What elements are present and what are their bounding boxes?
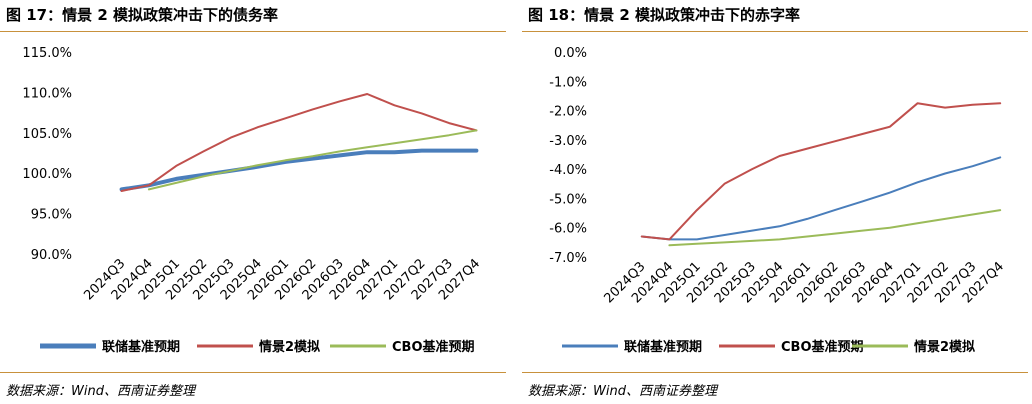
bottom-rule — [0, 372, 506, 373]
y-tick-label: 110.0% — [22, 86, 72, 101]
y-tick-label: 90.0% — [31, 248, 72, 263]
series-line-0 — [119, 148, 479, 192]
series-line-1 — [120, 93, 478, 192]
series-line-0 — [640, 156, 1002, 241]
legend-label: 联储基准预期 — [624, 339, 702, 355]
debt-ratio-chart: 90.0%95.0%100.0%105.0%110.0%115.0%2024Q3… — [22, 46, 483, 355]
series-line-1 — [640, 102, 1002, 241]
data-source: 数据来源：Wind、西南证券整理 — [6, 384, 195, 399]
debt-ratio-panel: 图 17：情景 2 模拟政策冲击下的债务率 90.0% 95.0% 100.0% 10… — [0, 0, 506, 404]
chart-title: 图 18：情景 2 模拟政策冲击下的赤字率 — [528, 6, 800, 24]
series-line-2 — [668, 209, 1002, 247]
chart-title: 图 17：情景 2 模拟政策冲击下的债务率 — [6, 6, 278, 24]
y-tick-label: -4.0% — [549, 163, 587, 178]
y-tick-label: 100.0% — [22, 167, 72, 182]
top-rule — [0, 31, 506, 32]
legend-label: CBO基准预期 — [392, 339, 475, 355]
bottom-rule — [522, 372, 1028, 373]
deficit-ratio-chart: -7.0%-6.0%-5.0%-4.0%-3.0%-2.0%-1.0%0.0%2… — [549, 46, 1007, 355]
y-tick-label: -2.0% — [549, 105, 587, 120]
top-rule — [522, 31, 1028, 32]
series-line-2 — [147, 129, 478, 191]
y-tick-label: 105.0% — [22, 127, 72, 142]
y-tick-label: -5.0% — [549, 192, 587, 207]
y-tick-label: -1.0% — [549, 75, 587, 90]
legend-label: 联储基准预期 — [102, 339, 180, 355]
legend-label: 情景2模拟 — [914, 339, 975, 355]
y-tick-label: -3.0% — [549, 134, 587, 149]
data-source: 数据来源：Wind、西南证券整理 — [528, 384, 717, 399]
y-tick-label: 0.0% — [554, 46, 587, 61]
y-tick-label: 95.0% — [31, 208, 72, 223]
y-tick-label: -7.0% — [549, 251, 587, 266]
legend-label: CBO基准预期 — [781, 339, 864, 355]
y-tick-label: -6.0% — [549, 222, 587, 237]
y-tick-label: 115.0% — [22, 46, 72, 61]
legend-label: 情景2模拟 — [259, 339, 320, 355]
deficit-ratio-panel: 图 18：情景 2 模拟政策冲击下的赤字率 -7.0% -6.0% -5.0% -4.… — [522, 0, 1028, 404]
